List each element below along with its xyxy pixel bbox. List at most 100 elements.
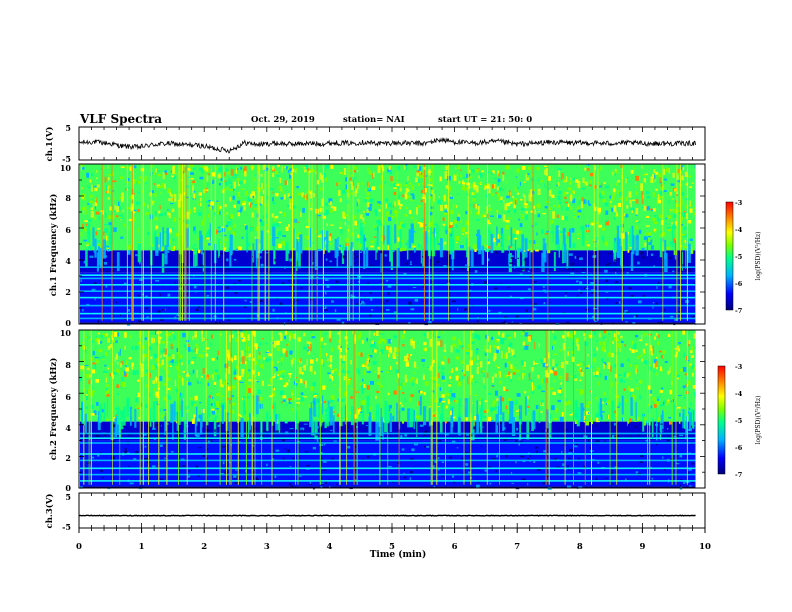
spectral-speckle — [226, 268, 231, 270]
spectral-plume — [521, 234, 524, 254]
spectral-speckle — [442, 223, 446, 226]
spectral-hotspot — [655, 333, 658, 336]
spectral-speckle — [230, 395, 234, 398]
spectral-speckle — [541, 229, 544, 234]
spectral-speckle — [590, 446, 592, 449]
spectral-speckle — [552, 367, 557, 370]
spectral-hotspot — [153, 183, 156, 186]
spectral-speckle — [331, 457, 334, 461]
spectral-spike — [166, 330, 168, 485]
spectral-speckle — [180, 295, 183, 298]
spectral-speckle — [557, 399, 561, 403]
spectral-speckle — [245, 470, 247, 473]
spectral-hotspot — [371, 340, 374, 344]
spectral-speckle — [168, 232, 172, 235]
spectral-speckle — [354, 166, 357, 170]
spectral-spike — [139, 330, 141, 485]
spectral-speckle — [619, 301, 621, 304]
spectral-spike — [346, 330, 348, 485]
spectral-speckle — [628, 180, 631, 183]
spectral-speckle — [450, 410, 452, 416]
spectral-speckle — [536, 232, 538, 236]
spectral-speckle — [589, 417, 592, 423]
spectral-hotspot — [172, 354, 175, 359]
spectral-hotspot — [422, 194, 426, 199]
spectral-speckle — [468, 179, 470, 183]
spectral-speckle — [107, 389, 109, 394]
spectral-speckle — [478, 182, 481, 184]
spectral-plume — [496, 226, 498, 246]
spectral-speckle — [683, 406, 685, 410]
spectral-speckle — [583, 420, 586, 423]
spectral-speckle — [574, 255, 577, 259]
spectral-speckle — [580, 291, 583, 294]
spectral-speckle — [605, 185, 609, 189]
spectral-plume — [508, 245, 510, 265]
spectral-plume — [620, 245, 623, 266]
spectral-speckle — [623, 388, 626, 391]
spectral-speckle — [591, 458, 595, 460]
spectral-spike — [545, 330, 547, 485]
spectral-hotspot — [315, 171, 317, 175]
spectral-speckle — [317, 362, 320, 364]
spectral-speckle — [101, 409, 105, 413]
spectral-hotspot — [607, 362, 611, 369]
spectral-speckle — [156, 357, 160, 363]
spectral-speckle — [380, 331, 383, 334]
spectral-plume — [161, 253, 165, 273]
spectral-speckle — [121, 371, 125, 376]
spectral-speckle — [97, 227, 100, 230]
spectral-speckle — [404, 182, 408, 187]
spectral-hotspot — [593, 203, 595, 209]
spectral-speckle — [87, 202, 89, 205]
spectral-plume — [671, 224, 674, 244]
spectral-speckle — [507, 287, 510, 289]
spectral-speckle — [292, 408, 294, 411]
spectral-speckle — [673, 214, 677, 218]
spectral-plume — [416, 418, 418, 438]
spectral-speckle — [168, 307, 171, 309]
spectral-speckle — [635, 220, 639, 222]
spectral-spike — [291, 164, 293, 321]
spectral-plume — [229, 247, 232, 267]
spectral-plume — [277, 413, 281, 433]
spectral-plume — [377, 403, 381, 423]
spectral-speckle — [441, 375, 445, 380]
spectral-speckle — [419, 173, 424, 178]
spectral-speckle — [369, 291, 372, 294]
spectral-speckle — [404, 214, 408, 217]
spectral-speckle — [428, 178, 432, 182]
spectral-hotspot — [298, 367, 302, 375]
spectral-speckle — [254, 380, 258, 382]
spectral-speckle — [260, 263, 264, 267]
spectral-speckle — [399, 221, 404, 225]
spectral-speckle — [284, 379, 287, 380]
spectral-speckle — [278, 164, 280, 167]
spectral-speckle — [648, 232, 652, 236]
spectral-speckle — [629, 246, 632, 249]
spectral-plume — [344, 405, 346, 425]
spectral-speckle — [229, 188, 234, 191]
spectral-hotspot — [142, 354, 145, 361]
spectral-speckle — [294, 299, 299, 302]
spectral-speckle — [189, 259, 193, 261]
spectral-speckle — [659, 390, 664, 393]
spectral-speckle — [248, 369, 251, 372]
spectral-speckle — [452, 440, 456, 444]
spectral-speckle — [290, 333, 294, 338]
spectral-speckle — [311, 334, 314, 338]
spectral-speckle — [432, 333, 435, 338]
spectral-hotspot — [497, 170, 499, 173]
spectral-hotspot — [650, 348, 653, 356]
ch1-spectrogram-image — [80, 164, 705, 326]
spectral-speckle — [385, 279, 389, 282]
spectral-speckle — [355, 303, 357, 306]
spectral-speckle — [559, 201, 561, 205]
spectral-speckle — [272, 337, 274, 339]
spectral-speckle — [170, 451, 174, 453]
spectral-plume — [450, 415, 453, 435]
spectral-speckle — [673, 195, 675, 201]
spectral-speckle — [303, 194, 307, 200]
spectral-hotspot — [224, 203, 227, 208]
spectral-speckle — [398, 183, 403, 188]
